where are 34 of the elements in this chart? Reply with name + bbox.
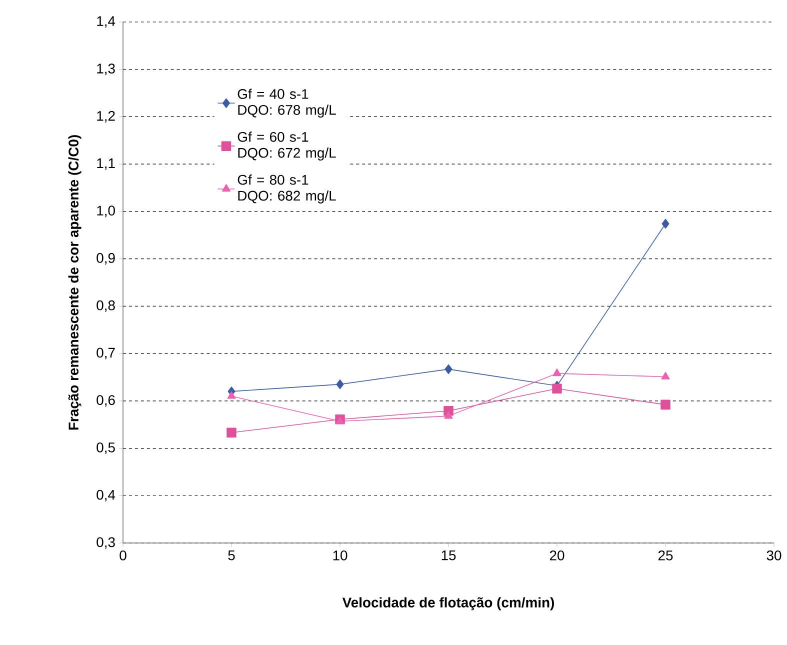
y-tick-label: 0,3	[96, 537, 115, 549]
point	[227, 391, 236, 399]
point	[336, 379, 344, 390]
legend-label: Gf = 40 s-1 DQO: 678 mg/L	[238, 88, 336, 118]
point	[552, 384, 562, 394]
point	[662, 218, 670, 229]
legend-label: Gf = 60 s-1 DQO: 672 mg/L	[238, 132, 336, 161]
y-tick-label: 1,1	[97, 158, 115, 170]
y-tick-label: 0,4	[96, 490, 116, 502]
y-tick-label: 1,3	[97, 64, 115, 76]
x-tick-label: 0	[120, 550, 126, 560]
x-axis-title: Velocidade de flotação (cm/min)	[342, 597, 554, 610]
x-tick-label: 5	[228, 550, 235, 560]
point	[661, 372, 670, 380]
point	[444, 411, 453, 419]
x-tick-label: 15	[442, 550, 456, 560]
x-tick-label: 25	[658, 550, 673, 560]
legend-label: Gf = 80 s-1 DQO: 682 mg/L	[238, 174, 336, 204]
x-tick-label: 20	[550, 550, 564, 560]
y-axis-title: Fração remanescente de cor aparente (C/C0)	[68, 135, 82, 430]
y-tick-label: 1,0	[97, 206, 115, 218]
y-tick-label: 0,6	[96, 395, 115, 407]
point	[660, 400, 670, 410]
y-tick-label: 0,9	[96, 253, 115, 265]
y-tick-label: 1,4	[97, 16, 116, 28]
y-tick-label: 1,2	[97, 110, 115, 122]
point	[552, 368, 562, 376]
y-tick-label: 0,7	[96, 348, 115, 360]
x-tick-label: 30	[766, 550, 782, 560]
y-tick-label: 0,8	[96, 300, 115, 312]
point	[444, 364, 452, 374]
y-tick-label: 0,5	[96, 442, 115, 454]
x-tick-label: 10	[333, 550, 348, 560]
point	[226, 428, 236, 438]
